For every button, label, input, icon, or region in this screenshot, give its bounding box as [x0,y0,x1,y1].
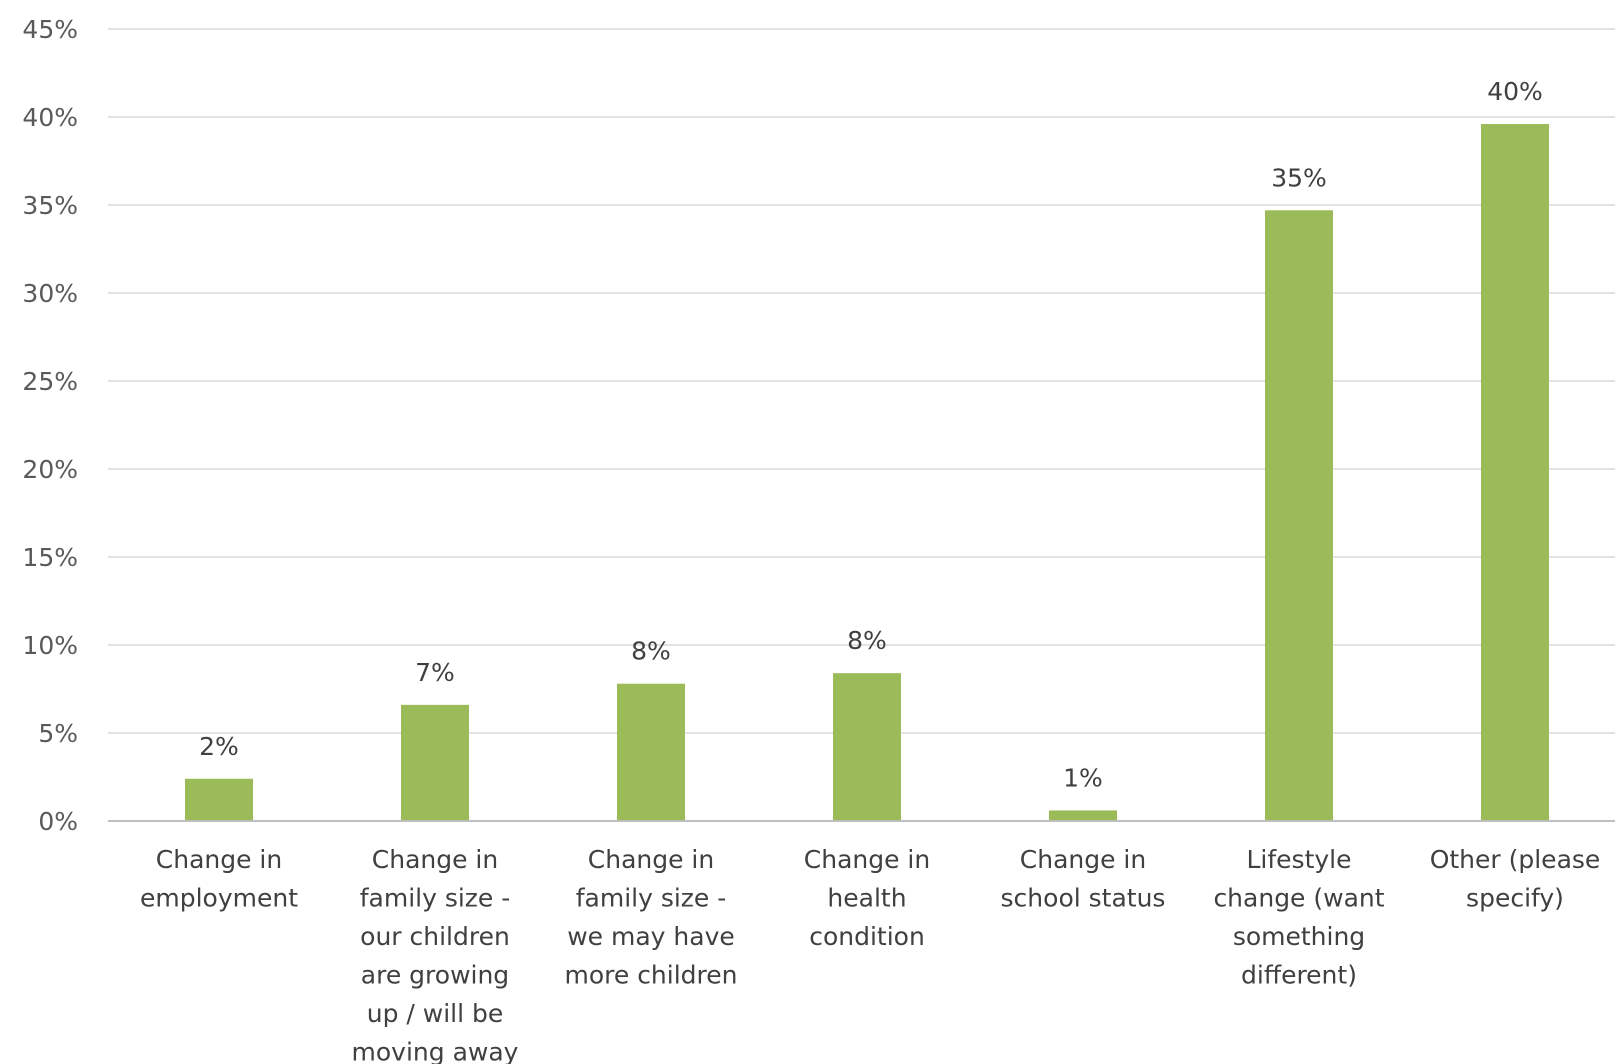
y-tick-label: 5% [38,719,78,748]
bar [833,673,901,821]
data-label: 35% [1271,163,1327,192]
y-tick-label: 20% [22,455,78,484]
category-label: Change in family size -our children are gr… [352,845,519,1064]
data-label: 40% [1487,77,1543,106]
data-label: 7% [415,658,455,687]
category-labels: Change in employment Change in family size … [140,845,1600,1064]
y-tick-label: 40% [22,103,78,132]
y-tick-label: 35% [22,191,78,220]
y-tick-label: 25% [22,367,78,396]
data-label: 8% [847,626,887,655]
category-label: Change in family size -we may have more ch… [564,845,737,990]
bar [1265,210,1333,821]
y-tick-label: 45% [22,15,78,44]
category-label: Other (please specify) [1430,845,1601,913]
data-labels: 2% 7% 8% 8% 1% 35% 40% [199,77,1543,792]
y-tick-label: 0% [38,807,78,836]
gridlines [108,28,1615,734]
category-label: Lifestyle change (want something different) [1213,845,1384,990]
y-tick-label: 10% [22,631,78,660]
bars [185,124,1549,822]
category-label: Change in employment [140,845,298,913]
data-label: 1% [1063,763,1103,792]
category-label: Change in school status [1001,845,1166,913]
bar [401,704,469,821]
bar [185,778,253,821]
bar [617,683,685,821]
y-axis-ticks: 0% 5% 10% 15% 20% 25% 30% 35% 40% 45% [22,15,78,836]
data-label: 8% [631,637,671,666]
y-tick-label: 15% [22,543,78,572]
category-label: Change in health condition [804,845,930,951]
y-tick-label: 30% [22,279,78,308]
bar [1049,810,1117,821]
bar [1481,124,1549,822]
data-label: 2% [199,732,239,761]
